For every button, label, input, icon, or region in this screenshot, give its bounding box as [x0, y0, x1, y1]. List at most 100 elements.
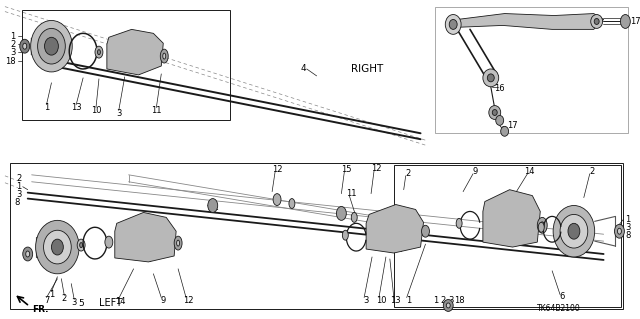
Ellipse shape [538, 217, 547, 233]
Ellipse shape [160, 49, 168, 63]
Ellipse shape [44, 230, 71, 264]
Text: 2: 2 [441, 296, 446, 305]
Ellipse shape [95, 46, 103, 58]
Text: TK64B2100: TK64B2100 [537, 304, 581, 313]
Ellipse shape [20, 39, 29, 53]
Bar [435, 7, 628, 133]
Text: 3: 3 [364, 296, 369, 305]
Text: 12: 12 [272, 165, 282, 174]
Ellipse shape [77, 239, 85, 251]
Polygon shape [483, 190, 540, 247]
Ellipse shape [553, 205, 595, 257]
Ellipse shape [337, 206, 346, 220]
Ellipse shape [594, 19, 599, 25]
Text: 2: 2 [405, 169, 410, 178]
Ellipse shape [422, 225, 429, 237]
Text: 2: 2 [16, 174, 21, 183]
Text: 3: 3 [16, 190, 22, 199]
Text: 3: 3 [10, 48, 15, 57]
Ellipse shape [500, 126, 509, 136]
Ellipse shape [560, 214, 588, 248]
Text: RIGHT: RIGHT [351, 64, 383, 74]
Ellipse shape [456, 219, 462, 228]
Text: 16: 16 [494, 84, 505, 93]
Text: 13: 13 [390, 296, 401, 305]
Text: 3: 3 [116, 109, 122, 118]
Ellipse shape [489, 106, 500, 119]
Ellipse shape [97, 50, 100, 55]
Text: 10: 10 [376, 296, 386, 305]
Ellipse shape [540, 222, 544, 229]
Text: 9: 9 [161, 296, 166, 305]
Text: 3: 3 [72, 298, 77, 307]
Ellipse shape [614, 224, 625, 238]
Ellipse shape [487, 74, 494, 82]
Text: 11: 11 [346, 189, 356, 198]
Text: LEFT: LEFT [99, 299, 122, 308]
Text: 3: 3 [449, 296, 454, 305]
Text: 1: 1 [625, 215, 630, 224]
Text: 10: 10 [91, 106, 101, 115]
Ellipse shape [538, 222, 544, 232]
Text: 11: 11 [151, 106, 161, 115]
Polygon shape [107, 29, 163, 75]
Ellipse shape [23, 43, 27, 49]
Text: 6: 6 [559, 292, 564, 301]
Ellipse shape [568, 223, 580, 239]
Ellipse shape [45, 37, 58, 55]
Ellipse shape [273, 194, 281, 205]
Text: 1: 1 [406, 296, 412, 305]
Polygon shape [115, 212, 176, 262]
Ellipse shape [163, 53, 166, 59]
Ellipse shape [31, 20, 72, 72]
Text: 1: 1 [16, 182, 21, 191]
Text: 7: 7 [44, 296, 49, 305]
Text: 4: 4 [301, 64, 307, 73]
Text: 14: 14 [115, 297, 126, 306]
Ellipse shape [620, 15, 630, 28]
Text: 12: 12 [183, 296, 193, 305]
Ellipse shape [449, 19, 457, 29]
Ellipse shape [105, 236, 113, 248]
Text: 9: 9 [472, 167, 477, 176]
Text: FR.: FR. [31, 305, 48, 314]
Ellipse shape [618, 228, 621, 234]
Text: 2: 2 [589, 167, 595, 176]
Ellipse shape [177, 240, 180, 246]
Text: 15: 15 [341, 165, 351, 174]
Bar [10, 163, 623, 309]
Text: 12: 12 [371, 164, 381, 174]
Ellipse shape [342, 230, 348, 240]
Ellipse shape [208, 199, 218, 212]
Ellipse shape [444, 300, 453, 311]
Text: 1: 1 [10, 32, 15, 41]
Ellipse shape [591, 15, 603, 28]
Text: 14: 14 [524, 167, 534, 176]
Ellipse shape [289, 199, 295, 209]
Bar [22, 10, 230, 120]
Ellipse shape [38, 28, 65, 64]
Text: 18: 18 [454, 296, 465, 305]
Ellipse shape [174, 236, 182, 250]
Ellipse shape [483, 69, 499, 87]
Ellipse shape [79, 243, 83, 248]
Text: 8: 8 [14, 198, 19, 207]
Text: 17: 17 [507, 121, 517, 130]
Text: 5: 5 [78, 299, 84, 308]
Text: 2: 2 [61, 294, 67, 303]
Ellipse shape [36, 220, 79, 274]
Text: 13: 13 [71, 103, 81, 112]
Ellipse shape [351, 212, 357, 222]
Text: 8: 8 [625, 231, 631, 240]
Ellipse shape [23, 247, 33, 261]
Text: 18: 18 [6, 56, 16, 65]
Text: 3: 3 [625, 223, 631, 232]
Ellipse shape [446, 303, 450, 308]
Text: 2: 2 [10, 40, 15, 49]
Ellipse shape [26, 251, 29, 257]
Polygon shape [366, 204, 424, 253]
Text: 17: 17 [630, 17, 640, 26]
Bar [394, 165, 621, 308]
Polygon shape [453, 13, 604, 29]
Ellipse shape [492, 109, 497, 115]
